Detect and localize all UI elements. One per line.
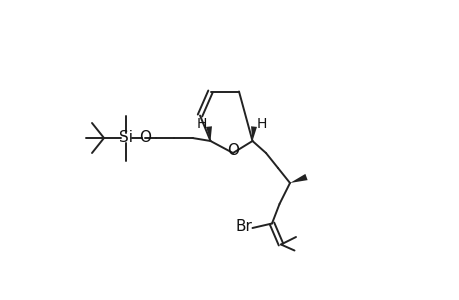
Text: O: O	[226, 143, 239, 158]
Polygon shape	[289, 174, 307, 183]
Text: O: O	[139, 130, 151, 145]
Polygon shape	[251, 126, 257, 141]
Text: Si: Si	[119, 130, 133, 146]
Text: H: H	[256, 118, 266, 131]
Text: H: H	[196, 118, 207, 131]
Text: Br: Br	[235, 219, 252, 234]
Polygon shape	[206, 126, 212, 141]
